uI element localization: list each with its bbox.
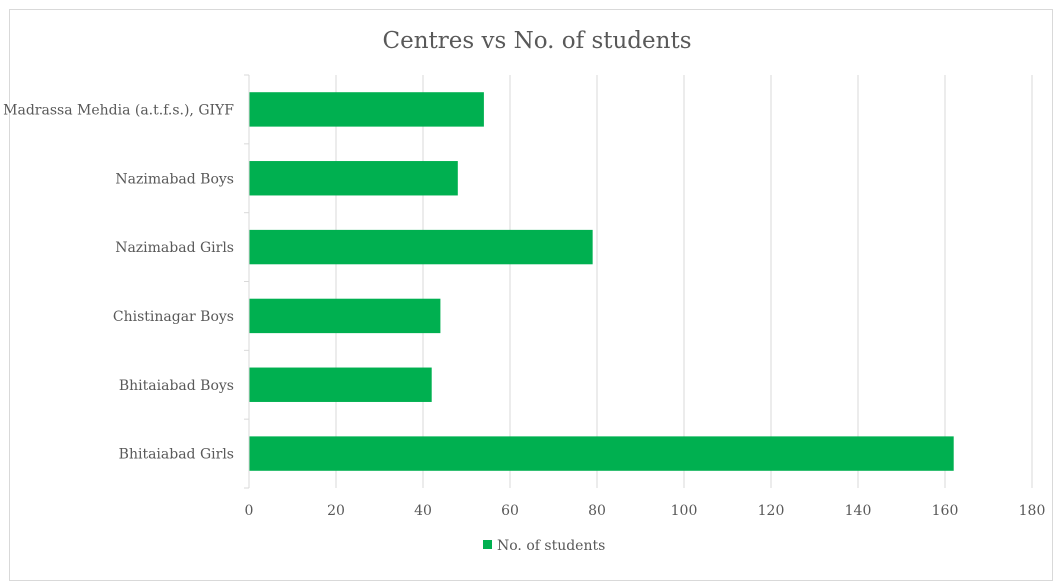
x-tick-label: 20 — [327, 503, 345, 519]
bar — [249, 298, 441, 334]
category-labels: Madrassa Mehdia (a.t.f.s.), GIYF Nazimaba… — [3, 102, 234, 462]
category-label: Chistinagar Boys — [113, 309, 234, 325]
x-tick-label: 140 — [845, 503, 872, 519]
category-label: Nazimabad Girls — [115, 240, 234, 256]
legend-label: No. of students — [497, 538, 605, 554]
chart-frame — [9, 9, 1053, 581]
bar — [249, 229, 593, 265]
gridlines — [335, 75, 1033, 488]
category-axis — [244, 74, 250, 489]
category-label: Bhitaiabad Boys — [119, 378, 234, 394]
category-label: Madrassa Mehdia (a.t.f.s.), GIYF — [3, 102, 234, 118]
x-tick-label: 60 — [501, 503, 519, 519]
value-axis-ticks: 0 20 40 60 80 100 120 140 160 180 — [245, 503, 1046, 519]
category-label: Bhitaiabad Girls — [119, 447, 234, 463]
x-tick-label: 160 — [932, 503, 959, 519]
x-tick-label: 120 — [758, 503, 785, 519]
x-tick-label: 0 — [245, 503, 254, 519]
x-tick-label: 80 — [588, 503, 606, 519]
category-label: Nazimabad Boys — [115, 171, 234, 187]
chart-title: Centres vs No. of students — [382, 28, 691, 54]
bar — [249, 436, 954, 471]
x-tick-label: 180 — [1019, 503, 1046, 519]
bar — [249, 92, 484, 127]
legend: No. of students — [483, 538, 605, 554]
bars — [249, 92, 954, 471]
legend-swatch — [483, 540, 492, 549]
bar — [249, 161, 458, 196]
x-tick-label: 100 — [671, 503, 698, 519]
x-tick-label: 40 — [414, 503, 432, 519]
bar — [249, 367, 432, 402]
